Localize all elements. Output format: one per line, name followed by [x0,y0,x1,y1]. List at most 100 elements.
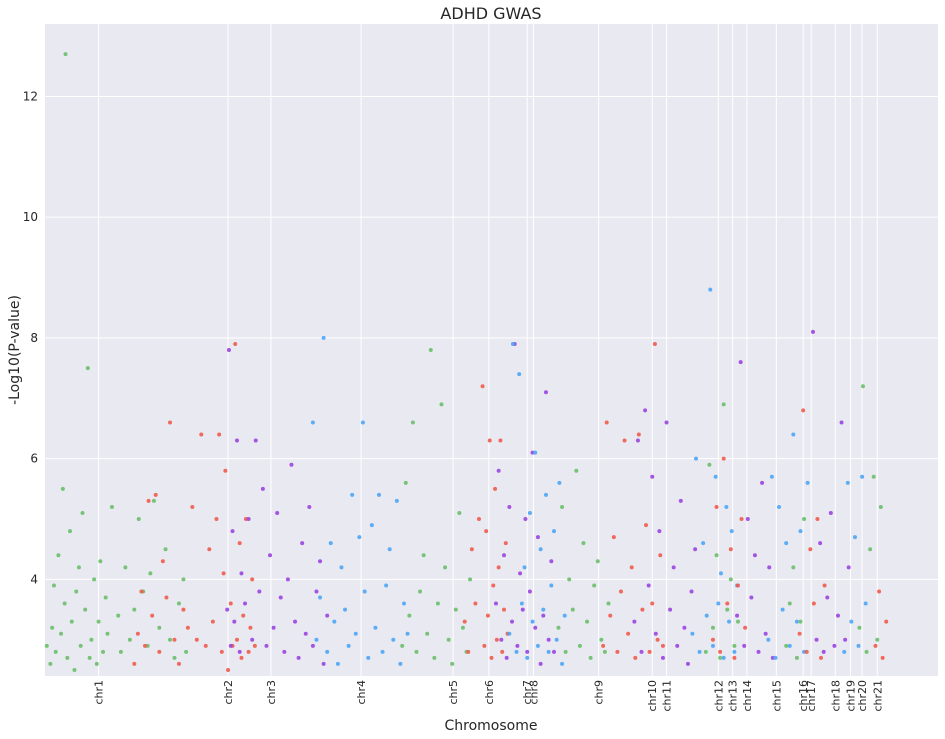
data-point [310,643,315,648]
data-point [56,553,61,558]
data-point [271,625,276,630]
data-point [739,517,744,522]
data-point [875,637,880,642]
x-axis-label: Chromosome [445,718,538,734]
data-point [629,565,634,570]
data-point [815,517,820,522]
data-point [325,613,330,618]
data-point [611,535,616,540]
data-point [846,565,851,570]
data-point [714,553,719,558]
data-point [570,607,575,612]
data-point [704,613,709,618]
data-point [246,649,251,654]
data-point [325,649,330,654]
data-point [533,625,538,630]
data-point [89,637,94,642]
x-tick-label: chr3 [265,680,278,705]
data-point [163,547,168,552]
data-point [160,559,165,564]
data-point [727,619,732,624]
data-point [98,559,103,564]
data-point [522,565,527,570]
chart-title: ADHD GWAS [440,4,541,23]
data-point [353,631,358,636]
x-tick-label: chr20 [856,680,869,712]
data-point [655,637,660,642]
plot-background [45,24,938,676]
data-point [560,504,565,509]
data-point [252,643,257,648]
data-point [719,571,724,576]
data-point [856,643,861,648]
data-point [387,547,392,552]
data-point [801,408,806,413]
data-point [835,613,840,618]
data-point [217,432,222,437]
data-point [307,504,312,509]
data-point [710,643,715,648]
data-point [407,613,412,618]
data-point [832,643,837,648]
data-point [745,517,750,522]
data-point [482,643,487,648]
data-point [871,474,876,479]
data-point [181,577,186,582]
data-point [194,637,199,642]
data-point [321,335,326,340]
data-point [554,637,559,642]
data-point [450,661,455,666]
data-point [241,613,246,618]
data-point [253,438,258,443]
data-point [647,649,652,654]
data-point [646,583,651,588]
x-tick-label: chr16 [797,680,810,712]
data-point [414,649,419,654]
data-point [68,529,73,534]
data-point [310,420,315,425]
x-tick-label: chr12 [712,680,725,712]
x-tick-label: chr4 [355,680,368,705]
data-point [738,360,743,365]
x-tick-label: chr8 [527,680,540,705]
data-point [710,625,715,630]
data-point [498,438,503,443]
data-point [168,637,173,642]
data-point [535,535,540,540]
data-point [499,637,504,642]
data-point [237,541,242,546]
data-point [50,625,55,630]
data-point [362,589,367,594]
data-point [884,619,889,624]
data-point [136,517,141,522]
data-point [732,643,737,648]
x-tick-label: chr6 [483,680,496,705]
data-point [735,613,740,618]
data-point [549,559,554,564]
data-point [650,601,655,606]
data-point [357,535,362,540]
y-axis-ticks: 4 6 8 10 12 [23,89,38,586]
data-point [394,498,399,503]
data-point [810,329,815,334]
y-tick-label: 4 [30,572,38,586]
data-point [794,619,799,624]
data-point [233,341,238,346]
data-point [203,643,208,648]
data-point [769,474,774,479]
data-point [268,553,273,558]
data-point [527,589,532,594]
data-point [473,601,478,606]
data-point [822,583,827,588]
data-point [541,613,546,618]
data-point [264,643,269,648]
x-tick-label: chr19 [844,680,857,712]
data-point [257,589,262,594]
data-point [811,601,816,606]
data-point [581,541,586,546]
data-point [346,643,351,648]
data-point [650,474,655,479]
data-point [510,619,515,624]
data-point [622,438,627,443]
